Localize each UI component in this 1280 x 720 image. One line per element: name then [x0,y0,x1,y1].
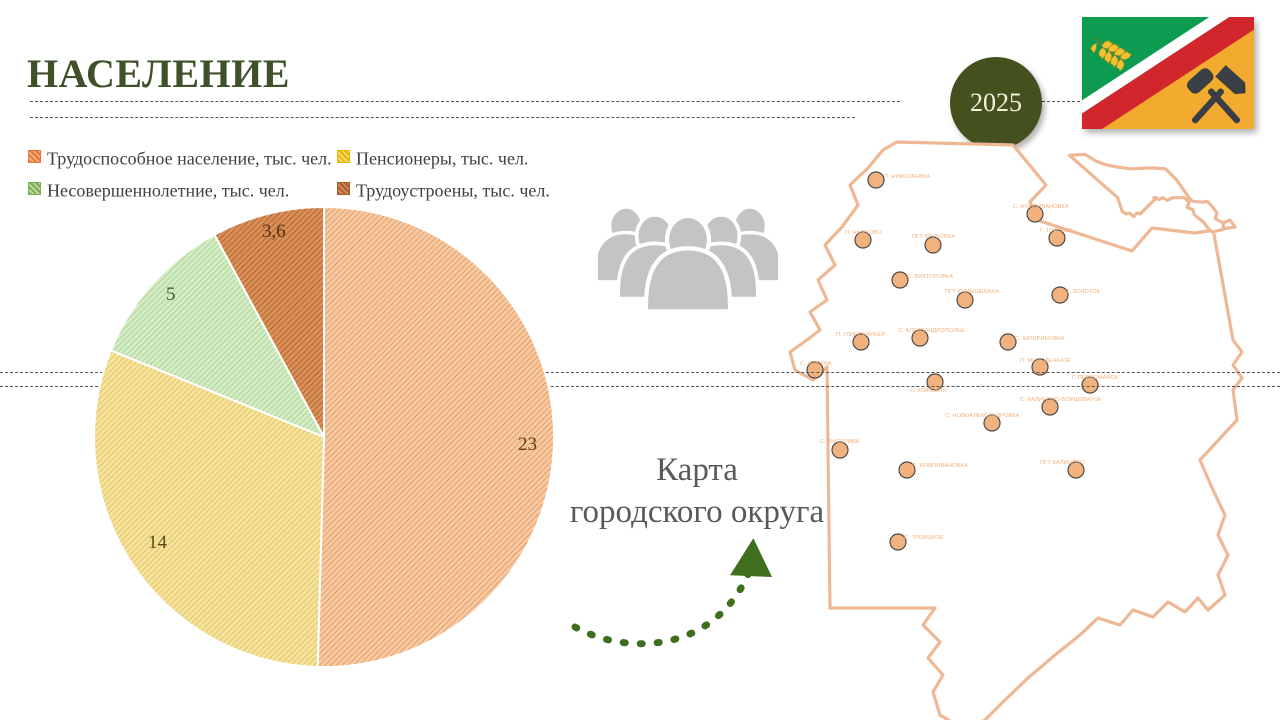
svg-text:5: 5 [166,284,176,305]
svg-text:14: 14 [148,532,168,553]
svg-text:23: 23 [518,434,537,455]
svg-text:3,6: 3,6 [262,221,286,242]
